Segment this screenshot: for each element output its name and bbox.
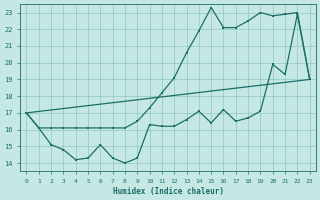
X-axis label: Humidex (Indice chaleur): Humidex (Indice chaleur) <box>113 187 224 196</box>
